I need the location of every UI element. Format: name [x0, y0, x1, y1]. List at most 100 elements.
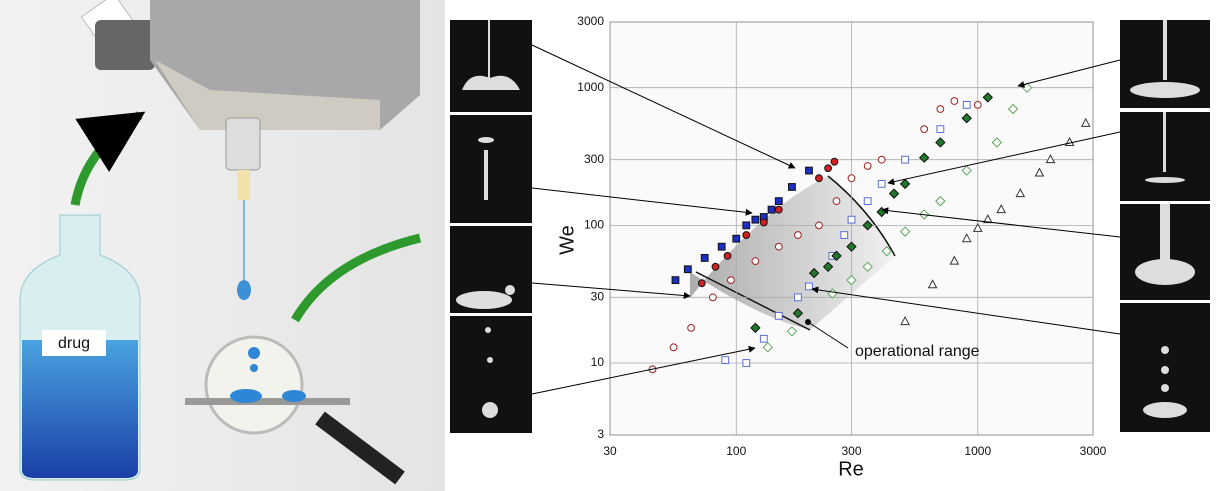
point	[831, 250, 842, 262]
point	[794, 293, 802, 302]
liquid	[22, 340, 138, 478]
point	[881, 245, 892, 257]
tip	[238, 170, 250, 200]
annotation-arrows	[531, 44, 1121, 395]
point	[936, 105, 945, 113]
y-tick-label: 10	[591, 355, 605, 369]
point	[862, 220, 873, 231]
point	[847, 174, 856, 183]
point	[824, 164, 832, 173]
point	[687, 323, 695, 332]
point	[742, 359, 751, 367]
point	[961, 113, 972, 124]
arrow	[70, 111, 146, 206]
dispenser-front	[155, 60, 380, 130]
point	[973, 100, 982, 109]
marks	[609, 21, 1094, 436]
point	[774, 205, 783, 214]
point	[950, 97, 959, 105]
x-tick-label: 300	[841, 444, 861, 458]
y-tick-label: 100	[584, 218, 604, 232]
point	[877, 155, 886, 164]
point	[991, 137, 1003, 148]
point	[742, 231, 751, 239]
point	[949, 255, 960, 265]
point	[935, 195, 946, 207]
point	[840, 231, 849, 239]
point	[832, 197, 841, 206]
point	[774, 242, 783, 251]
drop	[230, 389, 262, 403]
point	[1034, 167, 1045, 177]
point	[935, 137, 946, 148]
arrow	[291, 233, 422, 323]
point	[996, 204, 1007, 214]
point	[786, 326, 798, 337]
point	[708, 293, 717, 302]
drop	[237, 280, 251, 300]
point	[700, 254, 709, 262]
point	[862, 261, 873, 272]
plate	[185, 398, 350, 405]
y-tick-label: 3000	[577, 14, 604, 28]
y-axis-title: We	[556, 225, 578, 255]
point	[920, 125, 929, 134]
magnifier-handle	[315, 411, 405, 485]
point	[918, 152, 930, 163]
x-tick-label: 30	[603, 444, 617, 458]
point	[927, 279, 938, 289]
point	[846, 241, 857, 252]
point	[899, 178, 911, 190]
connector	[95, 20, 155, 70]
point	[711, 262, 720, 271]
point	[750, 322, 761, 334]
point	[982, 92, 993, 103]
point	[767, 205, 776, 214]
point	[822, 261, 834, 272]
point	[846, 274, 857, 286]
point	[697, 279, 706, 288]
y-tick-label: 300	[584, 152, 604, 166]
point	[751, 257, 760, 265]
bottle-label: drug	[58, 335, 90, 352]
point	[717, 242, 726, 251]
point	[669, 343, 678, 352]
point	[1080, 117, 1091, 127]
point	[961, 165, 972, 176]
y-tick-label: 30	[591, 290, 605, 304]
point	[847, 215, 856, 224]
drop	[248, 347, 260, 359]
point	[1045, 154, 1056, 164]
annotation: operational range	[855, 343, 980, 360]
photo-details	[456, 20, 1200, 418]
point	[808, 267, 820, 279]
point	[900, 316, 910, 326]
point	[759, 218, 768, 227]
point	[815, 221, 823, 230]
point	[830, 157, 839, 166]
drop	[282, 390, 306, 402]
point	[815, 174, 823, 183]
x-tick-label: 3000	[1080, 444, 1107, 458]
point	[805, 282, 813, 291]
point	[774, 197, 783, 206]
label-box	[42, 330, 106, 356]
y-tick-label: 3	[597, 427, 604, 441]
point	[683, 265, 692, 274]
annotation-dot	[805, 319, 811, 325]
operational-region	[690, 176, 895, 330]
point	[805, 166, 813, 175]
x-tick-label: 1000	[964, 444, 991, 458]
point	[1015, 188, 1026, 198]
y-tick-label: 1000	[577, 80, 604, 94]
point	[863, 162, 872, 170]
point	[723, 251, 732, 260]
point	[726, 276, 735, 285]
point	[774, 311, 783, 320]
point	[962, 100, 971, 109]
point	[732, 234, 741, 243]
photo	[450, 20, 532, 112]
point	[899, 226, 911, 237]
region-border	[695, 175, 896, 331]
